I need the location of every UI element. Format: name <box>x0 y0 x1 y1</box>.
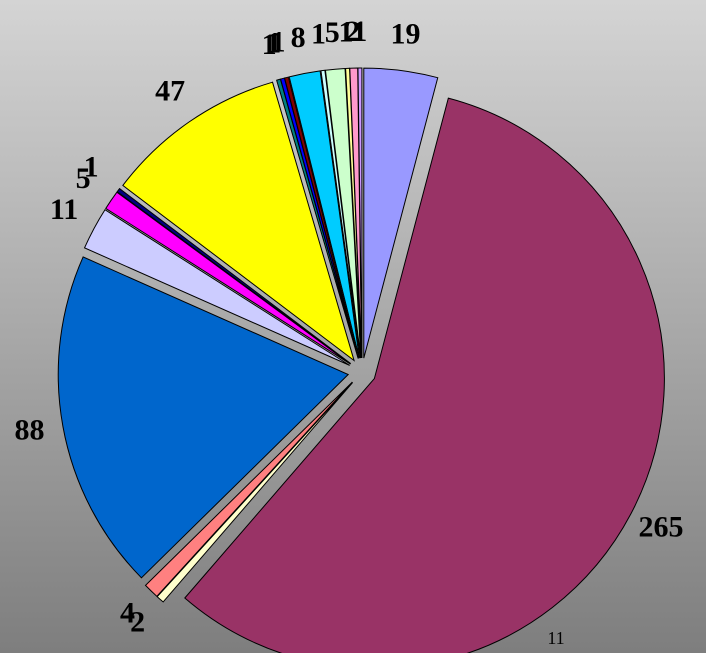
pie-slice <box>122 81 355 362</box>
data-label: 1 <box>262 28 277 61</box>
pie-slice <box>105 191 351 365</box>
pie-slice <box>320 69 361 359</box>
pie-slice <box>357 67 363 359</box>
data-label: 1 <box>352 15 367 48</box>
data-label: 4 <box>120 596 135 629</box>
data-label: 2 <box>130 606 145 639</box>
pie-slice <box>184 97 665 653</box>
data-label: 19 <box>390 18 420 51</box>
footer: 11 <box>547 628 564 648</box>
data-label: 11 <box>50 193 78 226</box>
data-label: 1 <box>311 18 326 51</box>
pie-slice <box>83 209 350 366</box>
data-label: 2 <box>345 15 360 48</box>
data-label: 47 <box>155 75 185 108</box>
pie-slice <box>324 67 362 359</box>
data-label: 5 <box>325 16 340 49</box>
data-label: 1 <box>84 151 99 184</box>
pie-slice <box>283 76 360 359</box>
pie-slice <box>288 70 360 359</box>
pie-slice <box>116 187 352 365</box>
pie-slice <box>57 256 350 579</box>
data-label: 265 <box>638 511 683 544</box>
pie-slice <box>363 67 439 359</box>
data-label: 5 <box>76 162 91 195</box>
data-label: 1 <box>338 15 353 48</box>
data-label: 1 <box>266 27 281 60</box>
data-label: 1 <box>271 25 286 58</box>
data-label: 8 <box>291 21 306 54</box>
data-label: 88 <box>14 413 44 446</box>
pie-slice <box>144 381 353 598</box>
pie-slice <box>156 382 354 603</box>
